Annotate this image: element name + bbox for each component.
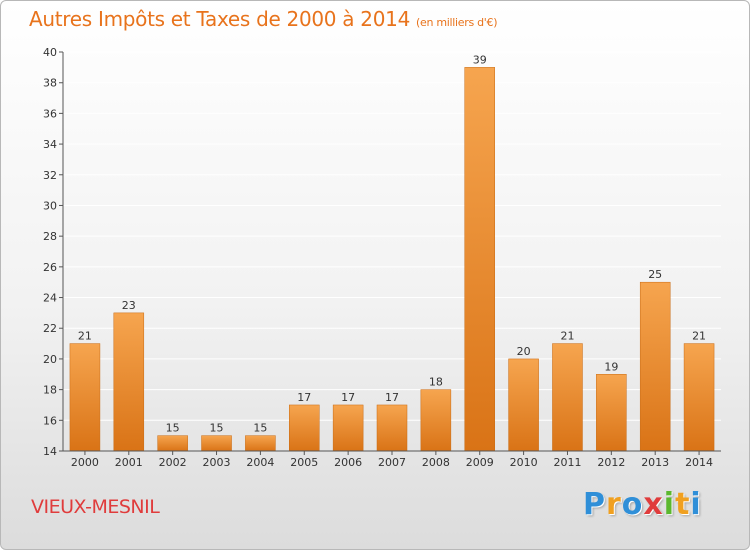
x-tick-label: 2007 bbox=[378, 456, 406, 469]
bar bbox=[639, 281, 671, 452]
logo-letter: t bbox=[675, 487, 691, 522]
y-tick-label: 24 bbox=[43, 292, 57, 305]
x-tick-label: 2005 bbox=[290, 456, 318, 469]
x-tick-label: 2003 bbox=[203, 456, 231, 469]
x-tick-label: 2011 bbox=[553, 456, 581, 469]
x-axis: 2000 2001 2002 2003 2004 2005 2006 2007 2008 2009… bbox=[63, 450, 721, 469]
y-tick-label: 26 bbox=[43, 261, 57, 274]
chart-subtitle: (en milliers d'€) bbox=[416, 16, 498, 29]
logo-letter: o bbox=[621, 487, 644, 522]
x-tick-label: 2013 bbox=[641, 456, 669, 469]
y-tick-label: 32 bbox=[43, 169, 57, 182]
bar bbox=[596, 374, 627, 452]
logo-letter: i bbox=[663, 487, 676, 522]
x-tick-label: 2000 bbox=[71, 456, 99, 469]
x-tick-label: 2006 bbox=[334, 456, 362, 469]
data-label: 17 bbox=[385, 391, 399, 404]
x-tick-label: 2014 bbox=[685, 456, 713, 469]
y-tick-label: 38 bbox=[43, 77, 57, 90]
y-tick-label: 20 bbox=[43, 353, 57, 366]
x-tick-label: 2001 bbox=[115, 456, 143, 469]
data-label: 17 bbox=[297, 391, 311, 404]
bars: 21 23 15 15 15 17 17 17 18 39 20 21 19 25 21 bbox=[69, 53, 715, 452]
bar bbox=[289, 404, 320, 452]
x-tick-label: 2010 bbox=[510, 456, 538, 469]
bar bbox=[683, 343, 715, 452]
bar bbox=[332, 404, 364, 452]
data-label: 18 bbox=[429, 376, 443, 389]
x-tick-label: 2004 bbox=[246, 456, 274, 469]
bar bbox=[245, 435, 276, 452]
y-tick-label: 40 bbox=[43, 46, 57, 59]
proxiti-logo: Proxiti bbox=[583, 487, 702, 522]
x-tick-label: 2012 bbox=[597, 456, 625, 469]
y-tick-label: 34 bbox=[43, 138, 57, 151]
y-axis: 14 16 18 20 22 24 26 28 30 32 34 36 38 40 bbox=[43, 46, 64, 458]
data-label: 23 bbox=[122, 299, 136, 312]
chart-title: Autres Impôts et Taxes de 2000 à 2014 (en… bbox=[29, 7, 497, 31]
data-label: 15 bbox=[166, 422, 180, 435]
y-tick-label: 16 bbox=[43, 414, 57, 427]
logo-letter: P bbox=[583, 487, 606, 522]
data-label: 21 bbox=[560, 330, 574, 343]
y-tick-label: 36 bbox=[43, 107, 57, 120]
data-label: 15 bbox=[253, 422, 267, 435]
bar bbox=[201, 435, 232, 452]
logo-letter: x bbox=[643, 487, 664, 522]
data-label: 20 bbox=[517, 345, 531, 358]
bar bbox=[113, 312, 145, 452]
data-label: 17 bbox=[341, 391, 355, 404]
bar bbox=[157, 435, 188, 452]
x-tick-label: 2008 bbox=[422, 456, 450, 469]
bar bbox=[464, 67, 495, 452]
bar bbox=[508, 358, 539, 452]
bar bbox=[552, 343, 583, 452]
logo-letter: i bbox=[690, 487, 702, 522]
bar bbox=[420, 389, 452, 452]
logo-letter: r bbox=[606, 487, 622, 522]
chart-title-text: Autres Impôts et Taxes de 2000 à 2014 bbox=[29, 7, 410, 31]
data-label: 15 bbox=[210, 422, 224, 435]
bar bbox=[69, 343, 101, 452]
data-label: 21 bbox=[692, 330, 706, 343]
bar bbox=[376, 404, 408, 452]
y-tick-label: 18 bbox=[43, 384, 57, 397]
x-tick-label: 2009 bbox=[466, 456, 494, 469]
data-label: 39 bbox=[473, 53, 487, 66]
data-label: 19 bbox=[604, 360, 618, 373]
y-tick-label: 28 bbox=[43, 230, 57, 243]
y-tick-label: 22 bbox=[43, 322, 57, 335]
y-tick-label: 30 bbox=[43, 199, 57, 212]
y-tick-label: 14 bbox=[43, 445, 57, 458]
data-label: 21 bbox=[78, 330, 92, 343]
commune-name: VIEUX-MESNIL bbox=[31, 496, 160, 518]
data-label: 25 bbox=[648, 268, 662, 281]
x-tick-label: 2002 bbox=[159, 456, 187, 469]
